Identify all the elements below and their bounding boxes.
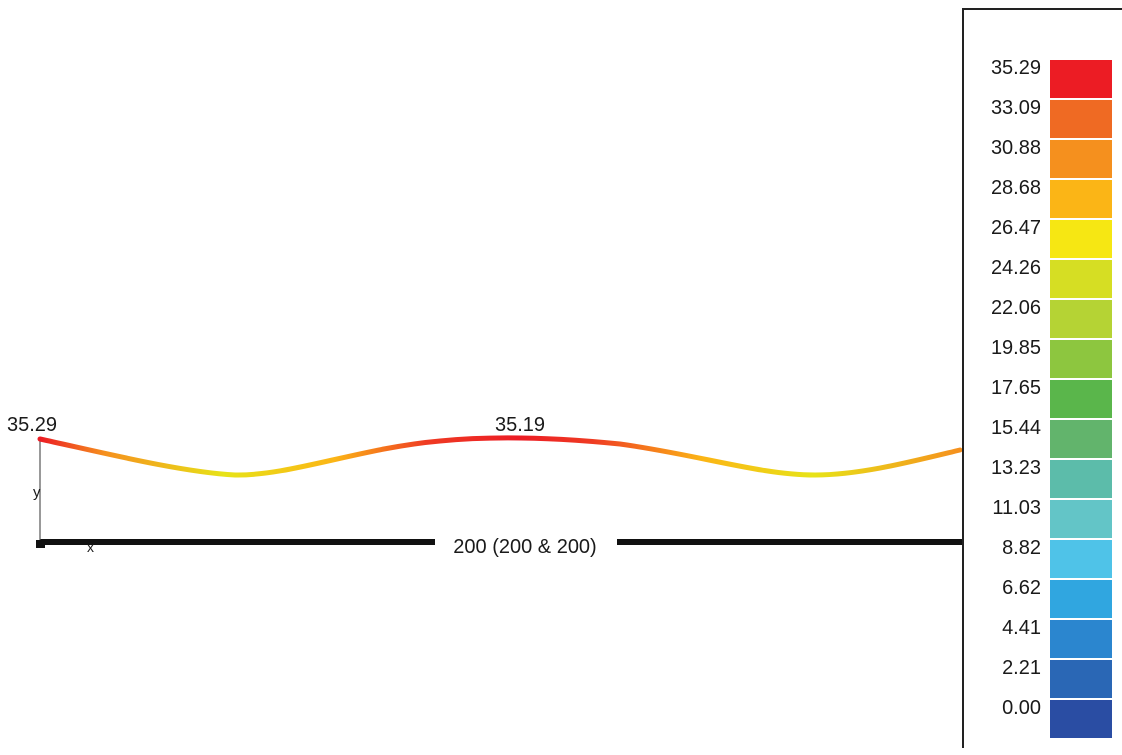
x-axis-label: x (87, 539, 94, 555)
legend-swatch (1050, 420, 1112, 458)
legend-value-label: 35.29 (991, 57, 1041, 79)
legend-value-label: 2.21 (1002, 657, 1041, 679)
legend-swatch (1050, 580, 1112, 618)
legend-value-label: 22.06 (991, 297, 1041, 319)
peak-label-middle: 35.19 (495, 414, 545, 436)
legend-value-label: 24.26 (991, 257, 1041, 279)
legend-swatch (1050, 260, 1112, 298)
legend-swatch (1050, 620, 1112, 658)
legend-swatch (1050, 500, 1112, 538)
legend-swatch (1050, 60, 1112, 98)
legend-value-label: 4.41 (1002, 617, 1041, 639)
legend-swatch (1050, 700, 1112, 738)
beam-right (617, 539, 962, 545)
color-legend: 35.29 33.09 30.88 28.68 26.47 24.26 22.06 19.85… (991, 57, 1112, 738)
origin-marker (36, 540, 45, 548)
legend-value-label: 28.68 (991, 177, 1041, 199)
legend-value-label: 8.82 (1002, 537, 1041, 559)
legend-swatch (1050, 100, 1112, 138)
peak-label-left: 35.29 (7, 414, 57, 436)
result-profile-curve (37, 435, 963, 478)
legend-value-label: 15.44 (991, 417, 1041, 439)
legend-swatch (1050, 660, 1112, 698)
legend-value-label: 33.09 (991, 97, 1041, 119)
legend-swatch (1050, 340, 1112, 378)
y-axis-label: y (33, 484, 41, 501)
legend-value-label: 30.88 (991, 137, 1041, 159)
legend-swatch (1050, 220, 1112, 258)
legend-value-label: 17.65 (991, 377, 1041, 399)
legend-value-label: 19.85 (991, 337, 1041, 359)
legend-value-label: 26.47 (991, 217, 1041, 239)
legend-value-label: 0.00 (1002, 697, 1041, 719)
beam-left (40, 539, 435, 545)
legend-swatch (1050, 180, 1112, 218)
color-legend-panel: 35.29 33.09 30.88 28.68 26.47 24.26 22.06 19.85… (962, 8, 1122, 748)
legend-value-label: 11.03 (992, 497, 1041, 519)
beam-label: 200 (200 & 200) (453, 536, 596, 558)
legend-value-label: 6.62 (1002, 577, 1041, 599)
legend-swatch (1050, 540, 1112, 578)
legend-swatch (1050, 300, 1112, 338)
legend-swatch (1050, 460, 1112, 498)
legend-swatch (1050, 140, 1112, 178)
legend-swatch (1050, 380, 1112, 418)
legend-value-label: 13.23 (991, 457, 1041, 479)
